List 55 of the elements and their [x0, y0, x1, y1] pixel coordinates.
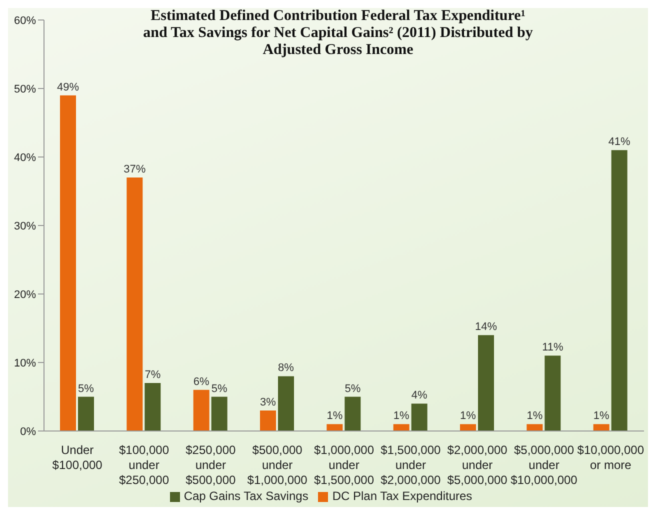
x-tick-label: Under $100,000	[52, 443, 103, 472]
data-label: 8%	[278, 362, 294, 374]
data-label: 5%	[211, 382, 228, 395]
data-label: 14%	[474, 321, 498, 334]
y-tick-label: 40%	[14, 152, 36, 164]
y-tick-label: 30%	[14, 220, 36, 232]
legend-label: DC Plan Tax Expenditures	[332, 489, 472, 503]
bar	[60, 95, 76, 431]
data-label: 3%	[260, 396, 276, 408]
bar	[211, 396, 228, 431]
x-tick-label: $1,500,000 under $2,000,000	[380, 443, 442, 487]
bar	[611, 150, 628, 431]
data-label: 6%	[193, 376, 210, 388]
bar	[260, 410, 276, 431]
bar	[544, 356, 561, 431]
data-label: 1%	[526, 410, 543, 422]
x-tick-label: $10,000,000 or more	[577, 443, 644, 472]
bar	[144, 383, 161, 431]
bar	[126, 178, 143, 431]
data-label: 1%	[593, 410, 610, 422]
data-label: 11%	[542, 342, 564, 354]
x-tick-label: $5,000,000 under $10,000,000	[510, 443, 578, 487]
legend-label: Cap Gains Tax Savings	[184, 489, 308, 503]
data-label: 5%	[78, 382, 94, 395]
y-tick-label: 0%	[20, 426, 36, 438]
data-label: 4%	[411, 390, 428, 402]
data-label: 37%	[124, 164, 146, 176]
data-label: 1%	[326, 410, 343, 422]
bar	[460, 424, 476, 431]
bar	[411, 404, 428, 431]
data-label: 7%	[144, 369, 161, 382]
data-label: 41%	[608, 136, 631, 148]
bar	[593, 424, 610, 431]
bar	[393, 424, 410, 431]
bar	[193, 390, 210, 431]
bar	[526, 424, 543, 431]
y-tick-label: 50%	[14, 83, 36, 96]
y-tick-label: 10%	[14, 357, 36, 370]
bar	[478, 335, 494, 431]
x-tick-label: $250,000 under $500,000	[186, 443, 236, 487]
x-tick-label: $1,000,000 under $1,500,000	[314, 443, 374, 487]
data-label: 49%	[56, 81, 80, 94]
data-label: 1%	[460, 410, 476, 422]
bar	[78, 396, 94, 431]
chart-title: Estimated Defined Contribution Federal Tax Expenditure¹ and Tax Savings for Net Capital Gains² (2011) Distributed by Adjusted Gross Income	[142, 8, 534, 59]
x-tick-label: $500,000 under $1,000,000	[247, 443, 308, 487]
bar	[344, 396, 361, 431]
x-tick-label: $2,000,000 under $5,000,000	[447, 443, 508, 487]
y-tick-label: 60%	[14, 14, 36, 27]
bar	[278, 376, 294, 431]
data-label: 1%	[393, 410, 410, 422]
y-tick-label: 20%	[14, 288, 36, 301]
bar	[326, 424, 343, 431]
x-tick-label: $100,000 under $250,000	[118, 443, 170, 487]
data-label: 5%	[344, 382, 361, 395]
